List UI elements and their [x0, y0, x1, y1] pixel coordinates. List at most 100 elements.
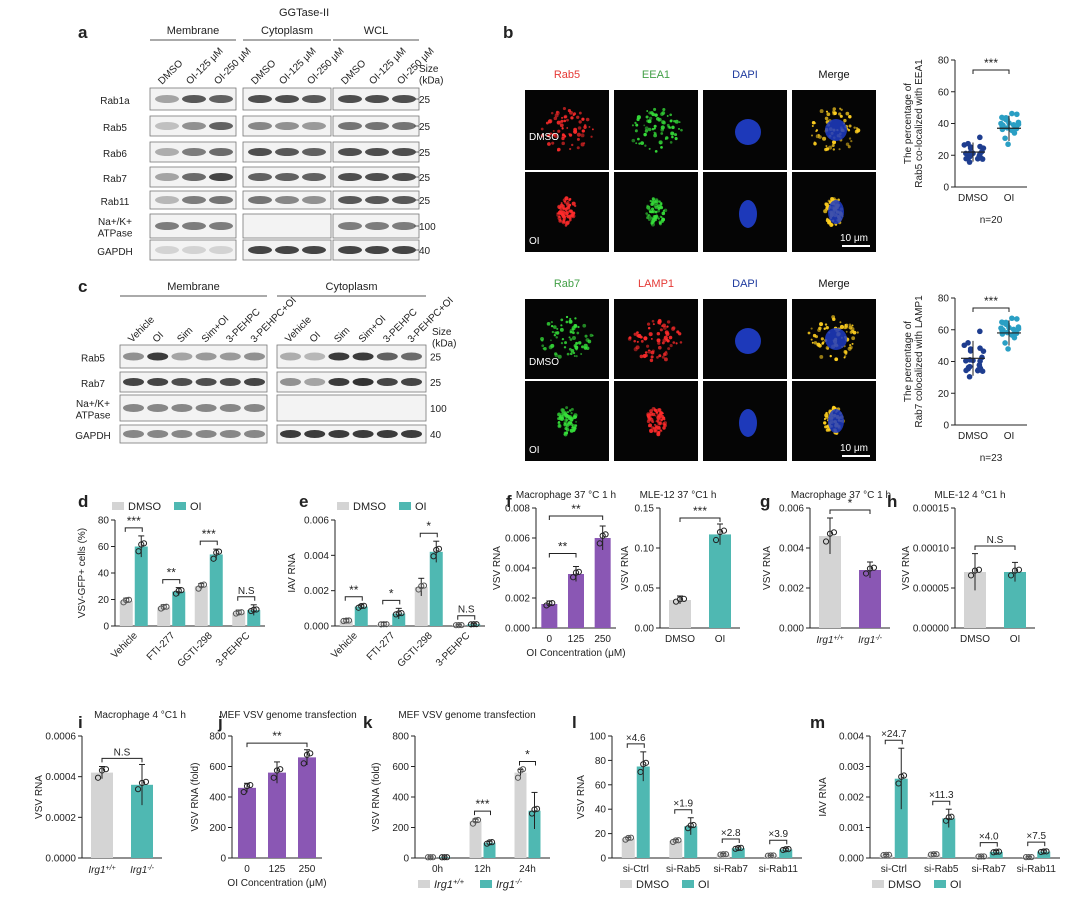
data-point — [945, 814, 952, 821]
data-point — [712, 536, 720, 544]
data-point — [599, 532, 606, 539]
y-tick-label: 600 — [209, 762, 226, 773]
data-point — [785, 846, 792, 853]
blot-group-label: Membrane — [167, 281, 220, 293]
data-point — [474, 816, 482, 824]
blot-band — [392, 222, 416, 230]
chart-title: MLE-12 4 °C1 h — [934, 490, 1005, 501]
significance-bracket: ** — [344, 583, 363, 601]
data-point — [549, 599, 556, 607]
data-point — [999, 114, 1005, 121]
y-tick-label: 0 — [600, 854, 606, 865]
blot-band — [392, 173, 416, 181]
y-tick-label: 800 — [209, 732, 226, 743]
blot-group-label: Cytoplasm — [261, 25, 313, 37]
data-point — [961, 142, 968, 148]
data-point — [930, 851, 937, 858]
blot-band — [392, 196, 416, 204]
channel-header: DAPI — [732, 69, 758, 81]
lane-label: Sim — [175, 325, 195, 345]
y-tick-label: 0.00015 — [913, 504, 950, 515]
micro-panel — [792, 299, 876, 379]
data-point — [1040, 848, 1047, 855]
data-point — [142, 778, 150, 785]
blot-band — [302, 173, 326, 181]
significance-bracket: ** — [548, 502, 604, 520]
genotype-label: Irg1+/+ — [816, 635, 843, 647]
data-point — [1015, 121, 1022, 128]
error-bar — [139, 763, 145, 806]
blot-strip — [119, 371, 268, 393]
error-bar — [867, 561, 873, 578]
legend-label: OI — [190, 501, 202, 513]
data-point — [198, 582, 205, 589]
blot-strip — [149, 87, 237, 111]
blot-row-label: Rab11 — [101, 197, 130, 208]
y-axis-label: VSV RNA — [492, 546, 503, 590]
blot-row-label: GAPDH — [97, 247, 133, 258]
data-point — [963, 367, 969, 374]
mean-sd — [997, 115, 1021, 141]
data-point — [967, 348, 974, 354]
data-point — [1011, 567, 1019, 574]
y-tick-label: 200 — [392, 823, 409, 834]
blot-band — [365, 246, 389, 254]
blot-band — [171, 404, 193, 412]
y-tick-label: 0.00 — [635, 624, 655, 635]
panel-letter: f — [506, 492, 512, 511]
x-tick-label: si-Rab5 — [924, 864, 959, 875]
y-tick-label: 20 — [595, 829, 607, 840]
data-point — [210, 555, 217, 562]
blot-band — [155, 148, 179, 156]
data-point — [720, 851, 727, 858]
data-point — [1002, 340, 1008, 346]
blot-band — [182, 196, 206, 204]
y-tick-label: 0.0000 — [45, 854, 76, 865]
blot-band — [302, 148, 326, 156]
blot-band — [209, 246, 233, 254]
y-tick-label: 0.004 — [505, 564, 530, 575]
size-marker: 40 — [430, 430, 442, 441]
x-tick-label: 24h — [519, 864, 536, 875]
y-tick-label: 0.002 — [304, 586, 329, 597]
significance-bracket: *** — [124, 514, 143, 532]
legend-swatch — [112, 502, 124, 510]
bar — [119, 600, 133, 626]
data-point — [675, 837, 682, 844]
blot-band — [365, 173, 389, 181]
data-point — [235, 609, 242, 616]
legend-label: OI — [415, 501, 427, 513]
data-point — [948, 813, 955, 820]
data-point — [885, 851, 893, 858]
blot-band — [376, 430, 398, 438]
data-point — [900, 772, 908, 779]
blot-band — [365, 222, 389, 230]
data-point — [238, 609, 245, 616]
data-point — [247, 781, 254, 789]
data-point — [243, 782, 251, 790]
data-point — [866, 565, 874, 572]
channel-header: LAMP1 — [638, 278, 674, 290]
significance-bracket: ×4.0 — [979, 832, 999, 847]
mean-sd — [997, 320, 1021, 346]
data-point — [303, 751, 311, 758]
genotype-label: Irg1-/- — [858, 635, 883, 647]
data-point — [967, 145, 974, 151]
blot-band — [171, 378, 193, 386]
chart-title: MEF VSV genome transfection — [219, 710, 356, 721]
data-point — [1011, 334, 1018, 341]
significance-bracket: * — [519, 748, 536, 766]
panel-letter: d — [78, 492, 88, 511]
scale-bar-label: 10 μm — [840, 233, 868, 244]
data-point — [999, 126, 1006, 133]
bar — [1004, 572, 1026, 628]
micro-panel — [525, 90, 609, 170]
y-tick-label: 0.00005 — [913, 584, 950, 595]
y-tick-label: 0.10 — [635, 544, 655, 555]
size-header: Size — [432, 327, 452, 338]
data-point — [1007, 572, 1015, 579]
bar — [927, 854, 941, 858]
data-point — [672, 837, 679, 844]
significance-label: *** — [127, 514, 141, 528]
size-marker: 25 — [430, 378, 442, 389]
